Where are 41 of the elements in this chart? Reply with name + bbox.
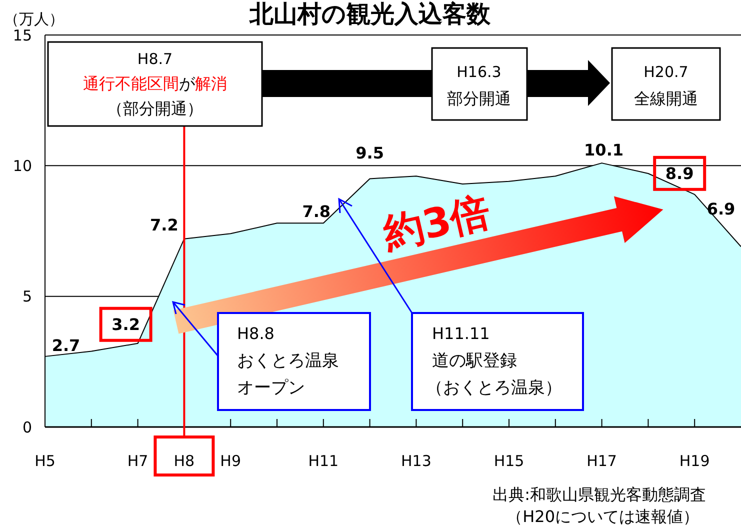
annotation: H8.7 bbox=[137, 50, 173, 68]
annotation: 道の駅登録 bbox=[432, 351, 517, 371]
x-tick-label: H7 bbox=[127, 452, 148, 470]
annotation: オープン bbox=[237, 378, 305, 398]
data-label: 3.2 bbox=[112, 314, 140, 334]
data-label: 10.1 bbox=[584, 140, 624, 160]
data-label: 7.8 bbox=[302, 202, 331, 221]
annotation: （おくとろ温泉） bbox=[426, 378, 562, 398]
annotation: 解消 bbox=[195, 74, 227, 93]
x-tick-label: H11 bbox=[308, 452, 339, 470]
text: （H20については速報値） bbox=[506, 507, 699, 526]
annotation: が bbox=[179, 74, 196, 93]
annotation: 部分開通 bbox=[447, 89, 511, 108]
data-label: 6.9 bbox=[706, 199, 736, 218]
y-axis-title: （万人） bbox=[4, 10, 64, 28]
annotation: H11.11 bbox=[432, 324, 490, 343]
x-tick-label: H15 bbox=[494, 452, 524, 470]
data-label: 7.2 bbox=[150, 215, 178, 234]
x-tick-label: H17 bbox=[586, 452, 617, 470]
source-note: 出典:和歌山県観光客動態調査 bbox=[492, 485, 706, 504]
x-tick-label: H13 bbox=[401, 452, 432, 470]
annotation: H20.7 bbox=[644, 63, 688, 81]
y-tick-label: 10 bbox=[12, 156, 32, 175]
annotation: 約3倍 bbox=[378, 188, 495, 258]
data-label: 9.5 bbox=[356, 143, 384, 162]
data-label: 2.7 bbox=[52, 336, 80, 356]
annotation: （部分開通） bbox=[107, 99, 203, 118]
y-tick-label: 5 bbox=[22, 288, 32, 306]
x-tick-label: H5 bbox=[34, 452, 56, 470]
y-tick-label: 15 bbox=[12, 26, 32, 44]
x-tick-label: H9 bbox=[220, 452, 242, 470]
x-tick-label: H8 bbox=[174, 452, 195, 470]
annotation: 通行不能区間 bbox=[83, 74, 179, 93]
annotation: 全線開通 bbox=[634, 89, 698, 108]
annotation: H8.8 bbox=[237, 324, 274, 343]
y-tick-label: 0 bbox=[22, 418, 32, 436]
data-label: 8.9 bbox=[665, 164, 694, 184]
chart-title: 北山村の観光入込客数 bbox=[248, 0, 492, 28]
annotation: H16.3 bbox=[456, 63, 502, 81]
annotation: おくとろ温泉 bbox=[237, 351, 339, 371]
x-tick-label: H19 bbox=[679, 452, 710, 470]
